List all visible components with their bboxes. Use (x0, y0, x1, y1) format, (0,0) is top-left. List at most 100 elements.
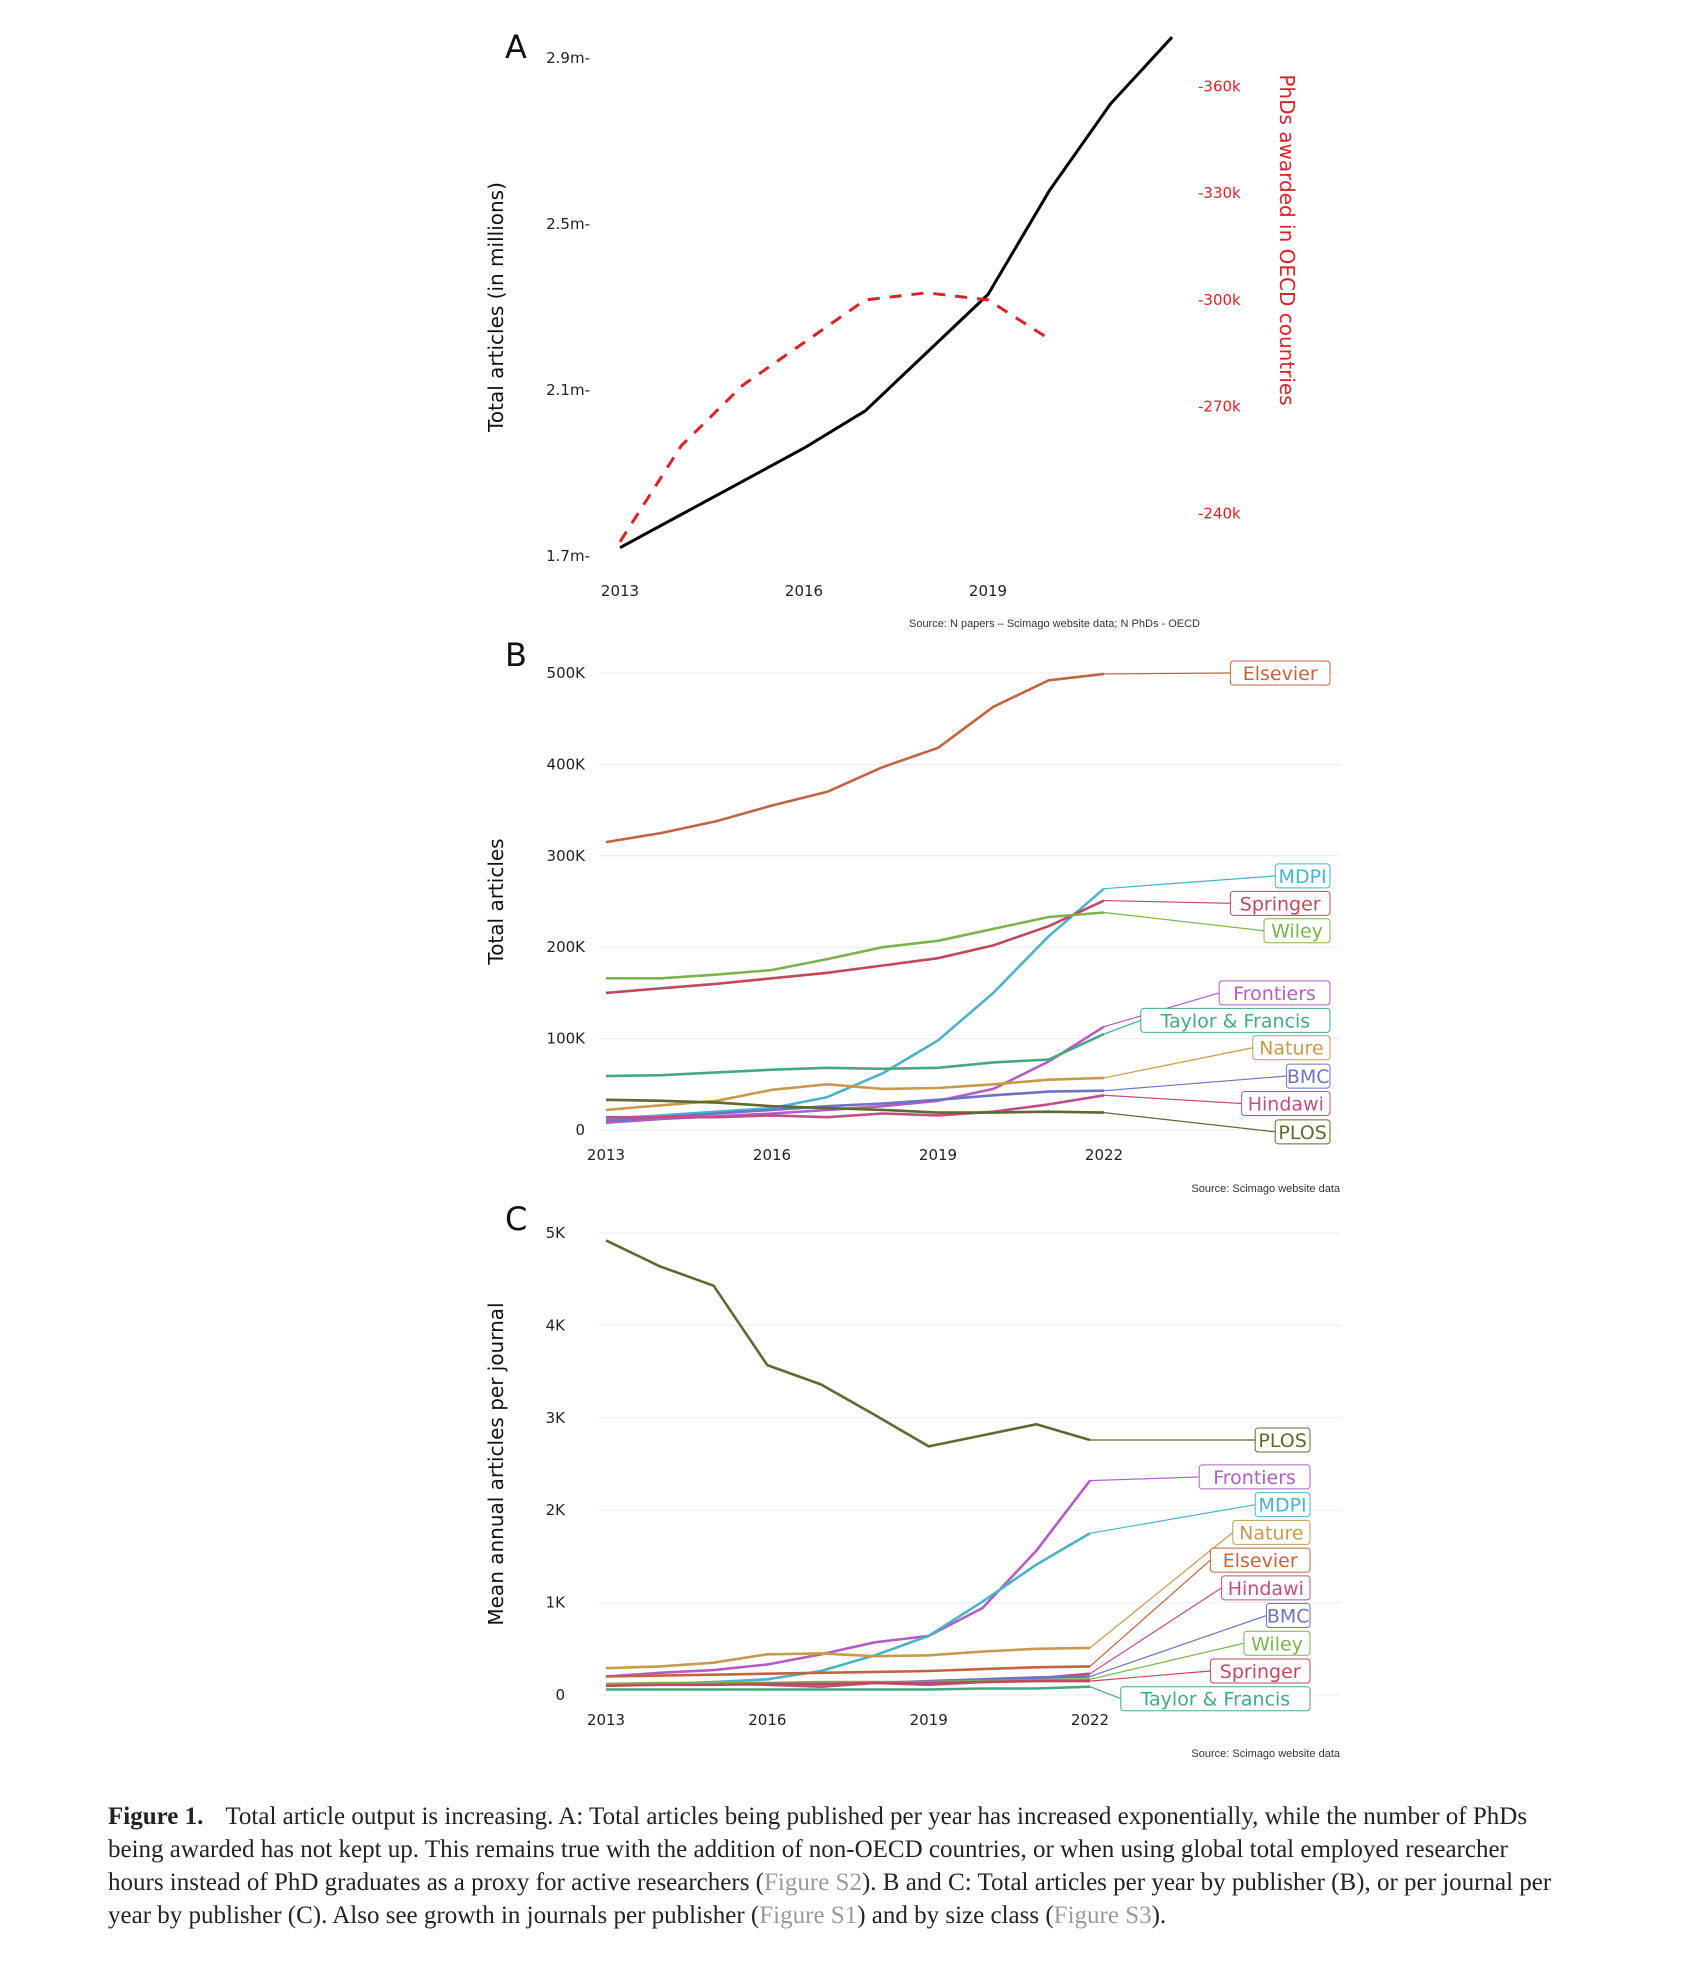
panel-c-letter: C (505, 1200, 527, 1238)
panel-b-letter: B (505, 636, 527, 674)
caption-figure-link[interactable]: Figure S2 (764, 1869, 862, 1896)
panel-c-label-box-elsevier (1209, 1547, 1311, 1573)
panel-c-y-tick-label: 5K (546, 1224, 567, 1242)
panel-b-line-taylor-francis (605, 1032, 1105, 1078)
panel-b-x-tick-label: 2019 (919, 1146, 957, 1164)
panel-c-label-box-plos (1254, 1427, 1311, 1453)
panel-b-label-frontiers: Frontiers (1233, 983, 1316, 1005)
panel-a-articles-line (619, 36, 1174, 550)
panel-a-y2-tick-label: -270k (1198, 398, 1241, 416)
panel-b-leader-bmc (1103, 1075, 1287, 1092)
panel-c-leader-nature (1089, 1531, 1234, 1649)
panel-b-label-box-hindawi (1241, 1090, 1331, 1116)
panel-c-x-tick-label: 2019 (910, 1711, 948, 1729)
panel-b-x-tick-label: 2022 (1085, 1146, 1123, 1164)
panel-b-x-tick-label: 2013 (587, 1146, 625, 1164)
panel-c-y-tick-label: 3K (546, 1409, 567, 1427)
panel-a-y-tick-label: 2.9m- (546, 49, 590, 67)
caption-text: hours instead of PhD graduates as a prox… (108, 1869, 765, 1896)
caption-figure-link[interactable]: Figure S1 (759, 1902, 858, 1929)
panel-b-label-mdpi: MDPI (1279, 866, 1327, 888)
caption-figure-link[interactable]: Figure S3 (1053, 1902, 1152, 1929)
panel-b-line-wiley (606, 911, 1105, 980)
panel-b-line-nature (605, 1076, 1105, 1112)
caption-text: year by publisher (C). Also see growth i… (108, 1902, 760, 1929)
panel-b-label-box-mdpi (1274, 863, 1331, 889)
panel-b-line-mdpi (605, 887, 1105, 1121)
panel-c-label-plos: PLOS (1258, 1430, 1306, 1452)
panel-c-label-box-hindawi (1221, 1575, 1311, 1601)
panel-c-label-box-mdpi (1254, 1492, 1311, 1518)
panel-c-label-box-taylor-francis (1120, 1686, 1311, 1712)
panel-c-label-hindawi: Hindawi (1228, 1578, 1304, 1600)
panel-c-label-bmc: BMC (1267, 1606, 1310, 1628)
caption-text: ). (1151, 1902, 1167, 1929)
panel-b-label-hindawi: Hindawi (1248, 1093, 1324, 1115)
panel-c-line-mdpi (605, 1532, 1091, 1688)
panel-c-x-tick-label: 2016 (748, 1711, 786, 1729)
caption-text: ) and by size class ( (857, 1902, 1054, 1929)
panel-b: B 0 100K 200K 300K 400K 500K 2013 2016 2019 2022 To… (484, 636, 1341, 1195)
panel-a-y2-tick-label: -300k (1198, 291, 1241, 309)
panel-b-y-axis-title: Total articles (484, 838, 508, 965)
panel-c-line-plos (605, 1239, 1091, 1448)
panel-a-y2-tick-label: -240k (1198, 504, 1241, 522)
panel-c: C 0 1K 2K 3K 4K 5K 2013 2016 2019 2022 Mean annual … (484, 1200, 1341, 1760)
caption-text: ). B and C: Total articles per year by p… (861, 1869, 1552, 1896)
panel-b-label-box-springer (1229, 890, 1331, 916)
panel-c-label-box-frontiers (1198, 1464, 1311, 1490)
caption-text: being awarded has not kept up. This rema… (108, 1836, 1508, 1863)
panel-a-letter: A (505, 28, 527, 66)
panel-b-label-springer: Springer (1240, 893, 1321, 915)
panel-c-y-tick-label: 4K (546, 1316, 567, 1334)
panel-b-y-tick-label: 500K (547, 664, 587, 682)
panel-a-y2-tick-label: -360k (1198, 77, 1241, 95)
caption-line: being awarded has not kept up. This rema… (108, 1833, 1692, 1866)
panel-c-leader-bmc (1089, 1614, 1267, 1678)
panel-c-label-wiley: Wiley (1251, 1633, 1303, 1655)
panel-b-leader-elsevier (1103, 672, 1231, 675)
panel-b-label-box-plos (1274, 1119, 1331, 1145)
panel-c-leader-springer (1089, 1670, 1211, 1682)
panel-b-label-elsevier: Elsevier (1243, 663, 1318, 685)
panel-b-leader-nature (1103, 1047, 1253, 1079)
panel-a-y-tick-label: 1.7m- (546, 547, 590, 565)
panel-c-label-springer: Springer (1220, 1661, 1301, 1683)
panel-b-label-box-taylor-francis (1140, 1007, 1331, 1033)
panel-b-leader-hindawi (1103, 1094, 1242, 1105)
panel-c-leader-wiley (1089, 1642, 1245, 1680)
panel-b-label-plos: PLOS (1278, 1122, 1326, 1144)
panel-b-label-box-nature (1252, 1035, 1331, 1061)
panel-b-label-nature: Nature (1259, 1038, 1323, 1060)
panel-c-leader-mdpi (1089, 1504, 1256, 1534)
panel-a-x-tick-label: 2016 (785, 582, 823, 600)
figure: A 1.7m- 2.1m- 2.5m- 2.9m- 2013 2016 2019 Total a… (484, 28, 1341, 1760)
panel-c-leader-hindawi (1089, 1587, 1222, 1675)
panel-b-source-note: Source: Scimago website data (1191, 1183, 1340, 1195)
panel-c-line-taylor-francis (606, 1685, 1091, 1691)
panel-c-leader-elsevier (1089, 1559, 1211, 1667)
panel-b-label-taylor-francis: Taylor & Francis (1160, 1010, 1311, 1032)
panel-a-y-axis-title: Total articles (in millions) (484, 182, 508, 433)
caption-line: year by publisher (C). Also see growth i… (108, 1899, 1692, 1932)
panel-b-leader-wiley (1103, 911, 1265, 932)
panel-a-y-tick-label: 2.5m- (546, 215, 590, 233)
panel-c-line-springer (605, 1679, 1090, 1688)
panel-b-line-bmc (605, 1089, 1105, 1123)
panel-b-label-box-elsevier (1229, 660, 1331, 686)
panel-b-label-bmc: BMC (1287, 1066, 1330, 1088)
panel-c-line-frontiers (605, 1479, 1092, 1678)
panel-b-y-tick-label: 200K (547, 938, 587, 956)
panel-b-line-springer (605, 899, 1105, 995)
panel-c-y-tick-label: 0 (555, 1686, 565, 1704)
panel-a-source-note: Source: N papers – Scimago website data;… (909, 618, 1200, 630)
panel-c-leader-taylor-francis (1089, 1686, 1122, 1700)
panel-c-label-box-wiley (1243, 1630, 1311, 1656)
panel-c-x-tick-label: 2013 (587, 1711, 625, 1729)
figure-caption: Figure 1. Total article output is increas… (108, 1800, 1692, 1932)
panel-c-y-tick-label: 1K (546, 1594, 567, 1612)
panel-b-leader-springer (1103, 899, 1231, 904)
panel-c-label-box-nature (1232, 1519, 1311, 1545)
panel-c-label-box-bmc (1265, 1603, 1311, 1629)
panel-a-y2-axis-title: PhDs awarded in OECD countries (1275, 74, 1299, 405)
